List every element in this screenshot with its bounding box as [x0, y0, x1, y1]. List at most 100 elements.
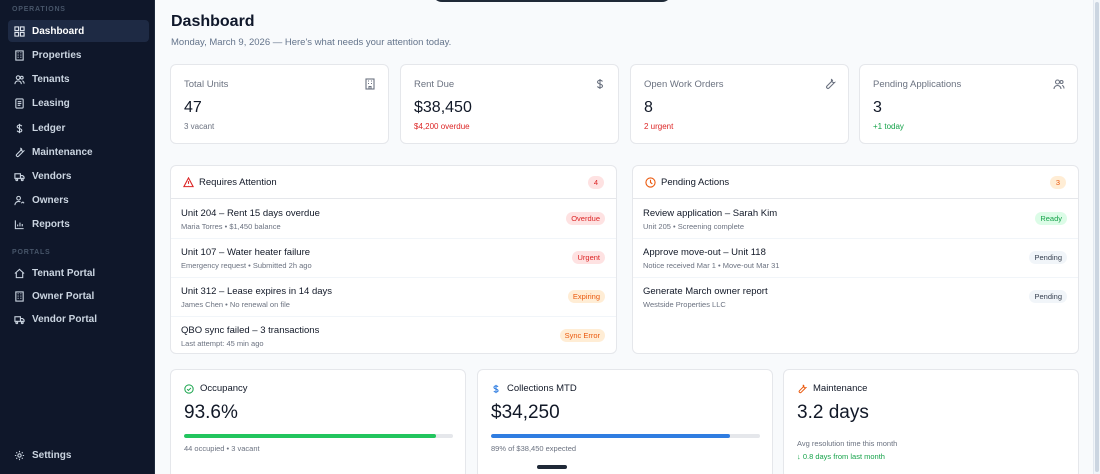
- item-title: Review application – Sarah Kim: [643, 208, 778, 219]
- home-icon: [14, 268, 25, 278]
- kpi-card-occupancy[interactable]: Occupancy 93.6% 44 occupied • 3 vacant: [170, 369, 466, 474]
- stat-label: Open Work Orders: [644, 79, 724, 90]
- kpi-trend: ↓ 0.8 days from last month: [797, 452, 885, 461]
- item-subtitle: Westside Properties LLC: [643, 300, 726, 309]
- item-title: Generate March owner report: [643, 286, 768, 297]
- kpi-card-collections[interactable]: Collections MTD $34,250 89% of $38,450 e…: [477, 369, 773, 474]
- item-subtitle: Maria Torres • $1,450 balance: [181, 222, 281, 231]
- sidebar-item-label: Tenant Portal: [32, 267, 96, 279]
- building-icon: [15, 290, 24, 302]
- stat-label: Pending Applications: [873, 79, 962, 90]
- kpi-title: Occupancy: [200, 383, 248, 394]
- status-badge: Expiring: [567, 290, 605, 303]
- progress-fill: [491, 434, 731, 438]
- panel-header: Pending Actions 3: [633, 166, 1078, 199]
- item-title: Unit 204 – Rent 15 days overdue: [181, 208, 320, 219]
- sidebar-item-settings[interactable]: Settings: [8, 444, 149, 466]
- sidebar-item-maintenance[interactable]: Maintenance: [8, 141, 149, 163]
- status-badge: Urgent: [572, 251, 605, 264]
- sidebar-item-label: Tenants: [32, 73, 70, 85]
- sidebar-item-label: Maintenance: [32, 146, 93, 158]
- wrench-icon: [826, 78, 836, 89]
- progress-fill: [184, 434, 436, 438]
- section-label-portals: PORTALS: [12, 249, 51, 256]
- user-key-icon: [14, 195, 25, 205]
- list-item[interactable]: QBO sync failed – 3 transactions Last at…: [171, 317, 616, 356]
- item-subtitle: Unit 205 • Screening complete: [643, 222, 745, 231]
- list-item[interactable]: Approve move-out – Unit 118 Notice recei…: [633, 239, 1078, 278]
- status-badge: Sync Error: [559, 329, 605, 342]
- panel-title: Requires Attention: [199, 177, 277, 188]
- sidebar-item-tenant-portal[interactable]: Tenant Portal: [8, 262, 149, 284]
- kpi-note: 44 occupied • 3 vacant: [184, 444, 260, 453]
- status-badge: Pending: [1029, 290, 1067, 303]
- sidebar-item-properties[interactable]: Properties: [8, 44, 149, 66]
- stat-value: 47: [184, 99, 202, 116]
- sidebar-item-dashboard[interactable]: Dashboard: [8, 20, 149, 42]
- stat-card-total-units[interactable]: Total Units 47 3 vacant: [170, 64, 389, 144]
- kpi-note: Avg resolution time this month: [797, 439, 898, 448]
- sidebar-item-label: Dashboard: [32, 25, 85, 37]
- kpi-value: $34,250: [491, 402, 560, 423]
- sidebar-item-vendors[interactable]: Vendors: [8, 165, 149, 187]
- stat-note: $4,200 overdue: [414, 122, 470, 131]
- stat-card-work-orders[interactable]: Open Work Orders 8 2 urgent: [630, 64, 849, 144]
- item-title: Unit 312 – Lease expires in 14 days: [181, 286, 333, 297]
- status-badge: Ready: [1035, 212, 1067, 225]
- sidebar-item-ledger[interactable]: Ledger: [8, 117, 149, 139]
- sidebar-item-label: Vendor Portal: [32, 313, 98, 325]
- stat-value: 3: [873, 99, 882, 116]
- sidebar-item-label: Properties: [32, 49, 82, 61]
- top-notch: [432, 0, 672, 2]
- sidebar-item-label: Leasing: [32, 97, 70, 109]
- stat-card-pending-applications[interactable]: Pending Applications 3 +1 today: [859, 64, 1078, 144]
- panel-header: Requires Attention 4: [171, 166, 616, 199]
- chart-icon: [14, 219, 24, 229]
- sidebar-item-leasing[interactable]: Leasing: [8, 92, 149, 114]
- sidebar-item-tenants[interactable]: Tenants: [8, 68, 149, 90]
- sidebar-item-owner-portal[interactable]: Owner Portal: [8, 285, 149, 307]
- clock-icon: [645, 177, 656, 188]
- document-icon: [15, 97, 24, 109]
- requires-attention-panel: Requires Attention 4 Unit 204 – Rent 15 …: [170, 165, 617, 354]
- kpi-value: 93.6%: [184, 402, 238, 423]
- building-icon: [365, 78, 375, 90]
- sidebar-item-label: Vendors: [32, 170, 72, 182]
- item-title: Unit 107 – Water heater failure: [181, 247, 311, 258]
- stat-note: 3 vacant: [184, 122, 215, 131]
- item-subtitle: Last attempt: 45 min ago: [181, 339, 264, 348]
- wrench-icon: [798, 384, 807, 394]
- sidebar-item-owners[interactable]: Owners: [8, 189, 149, 211]
- gear-icon: [14, 450, 25, 460]
- scrollbar-thumb[interactable]: [1095, 2, 1099, 472]
- list-item[interactable]: Generate March owner report Westside Pro…: [633, 278, 1078, 317]
- list-item[interactable]: Unit 312 – Lease expires in 14 days Jame…: [171, 278, 616, 317]
- kpi-title: Maintenance: [813, 383, 868, 394]
- kpi-value: 3.2 days: [797, 402, 869, 423]
- check-circle-icon: [184, 384, 194, 394]
- sidebar-item-vendor-portal[interactable]: Vendor Portal: [8, 308, 149, 330]
- stat-label: Rent Due: [414, 79, 455, 90]
- truck-icon: [14, 315, 25, 324]
- list-item[interactable]: Unit 107 – Water heater failure Emergenc…: [171, 239, 616, 278]
- scrollbar[interactable]: [1093, 0, 1100, 474]
- page-title: Dashboard: [171, 13, 255, 30]
- sidebar-item-label: Owner Portal: [32, 290, 95, 302]
- stat-value: 8: [644, 99, 653, 116]
- stat-card-rent-due[interactable]: Rent Due $38,450 $4,200 overdue: [400, 64, 619, 144]
- stat-label: Total Units: [184, 79, 229, 90]
- sidebar-item-reports[interactable]: Reports: [8, 213, 149, 235]
- truck-icon: [14, 172, 25, 181]
- progress-bar: [184, 434, 453, 438]
- stat-value: $38,450: [414, 99, 472, 116]
- main-content: Dashboard Monday, March 9, 2026 — Here's…: [155, 0, 1093, 474]
- list-item[interactable]: Unit 204 – Rent 15 days overdue Maria To…: [171, 200, 616, 239]
- sidebar-item-label: Reports: [32, 218, 70, 230]
- warning-icon: [183, 177, 194, 188]
- kpi-card-maintenance[interactable]: Maintenance 3.2 days Avg resolution time…: [783, 369, 1079, 474]
- panel-title: Pending Actions: [661, 177, 730, 188]
- item-subtitle: Emergency request • Submitted 2h ago: [181, 261, 312, 270]
- item-title: Approve move-out – Unit 118: [643, 247, 766, 258]
- list-item[interactable]: Review application – Sarah Kim Unit 205 …: [633, 200, 1078, 239]
- dollar-icon: [16, 123, 23, 133]
